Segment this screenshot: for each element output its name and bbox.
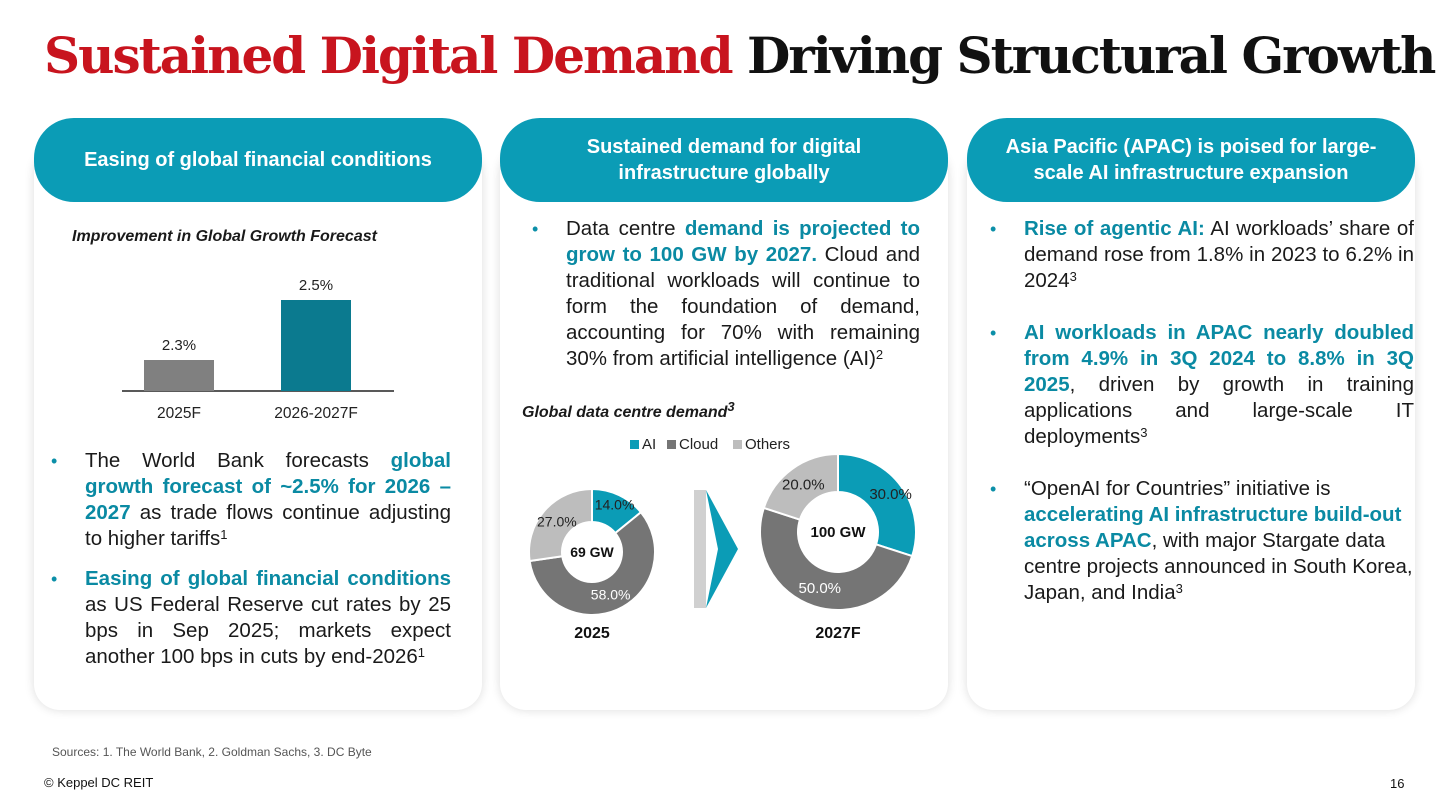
sources-note: Sources: 1. The World Bank, 2. Goldman S…	[52, 745, 372, 759]
donut-year-label: 2027F	[815, 625, 861, 642]
panel-header: Easing of global financial conditions	[34, 118, 482, 202]
footnote-ref: 3	[1069, 269, 1077, 284]
footnote-ref: 3	[727, 399, 735, 414]
bullet-text: as US Federal Reserve cut rates by 25 bp…	[85, 593, 451, 668]
page-number: 16	[1390, 776, 1405, 791]
footnote-ref: 3	[1140, 425, 1148, 440]
growth-bar-chart: 2.3% 2025F 2.5% 2026-2027F	[122, 277, 394, 422]
donut-slice-label: 20.0%	[782, 476, 825, 493]
donut-center-label: 69 GW	[570, 544, 614, 560]
bar-2025F	[144, 360, 214, 391]
bullet-icon: •	[532, 219, 539, 239]
page-title: Sustained Digital Demand Driving Structu…	[44, 26, 1436, 85]
bullet-item: • AI workloads in APAC nearly doubled fro…	[990, 320, 1414, 450]
legend-swatch-ai	[630, 440, 639, 449]
bullet-highlight: Rise of agentic AI:	[1024, 217, 1205, 240]
panel-apac-expansion: Asia Pacific (APAC) is poised for large-…	[967, 118, 1415, 710]
bullet-highlight: global growth forecast of ~2.5% for 2026…	[85, 449, 451, 524]
bullet-text: AI workloads’ share of demand rose from …	[1024, 217, 1415, 292]
arrow-shadow-icon	[694, 490, 706, 608]
legend-swatch-cloud	[667, 440, 676, 449]
bar-value-label: 2.5%	[299, 277, 333, 294]
bullet-text: Cloud and traditional workloads will con…	[566, 243, 920, 370]
panel1-bullets: • The World Bank forecasts global growth …	[51, 448, 451, 684]
title-black: Driving Structural Growth	[747, 26, 1436, 85]
donut-slice-others	[762, 452, 839, 521]
legend-label: AI	[642, 436, 656, 453]
bar-2026-2027F	[281, 300, 351, 391]
footnote-ref: 1	[220, 527, 228, 542]
legend-label: Others	[745, 436, 790, 453]
copyright: © Keppel DC REIT	[44, 775, 154, 790]
bullet-highlight: Easing of global financial conditions	[85, 567, 451, 590]
bullet-text: The World Bank forecasts	[85, 449, 391, 472]
bullet-text: , driven by growth in training applicati…	[1024, 373, 1414, 448]
panel-financial-conditions: Easing of global financial conditions Im…	[34, 118, 482, 710]
donut-slice-label: 58.0%	[591, 587, 631, 603]
donut-slice-ai	[837, 452, 917, 558]
bullet-highlight: accelerating AI infrastructure build-out…	[1024, 503, 1402, 552]
donut-slice-label: 27.0%	[537, 514, 577, 530]
bullet-icon: •	[51, 451, 58, 471]
panel-header: Asia Pacific (APAC) is poised for large-…	[967, 118, 1415, 202]
bullet-highlight: demand is projected to grow to 100 GW by…	[566, 217, 920, 266]
bullet-text: Data centre	[566, 217, 685, 240]
bullet-item: • “OpenAI for Countries” initiative is ac…	[990, 476, 1414, 606]
title-red: Sustained Digital Demand	[44, 26, 734, 85]
bullet-icon: •	[990, 479, 997, 499]
bar-category-label: 2026-2027F	[274, 405, 358, 422]
bullet-text: , with major Stargate data centre projec…	[1024, 529, 1413, 604]
donut-slice-label: 50.0%	[798, 580, 841, 597]
bar-chart-title: Improvement in Global Growth Forecast	[72, 228, 377, 245]
bullet-text: as trade flows continue adjusting to hig…	[85, 501, 451, 550]
bullet-icon: •	[990, 219, 997, 239]
footnote-ref: 3	[1175, 581, 1183, 596]
bar-value-label: 2.3%	[162, 337, 196, 354]
legend-swatch-others	[733, 440, 742, 449]
panel-body	[34, 148, 482, 710]
panel-body	[500, 148, 948, 710]
donut-slice-label: 30.0%	[869, 486, 912, 503]
bullet-item: • Rise of agentic AI: AI workloads’ share…	[990, 216, 1415, 294]
panel-header: Sustained demand for digital infrastruct…	[500, 118, 948, 202]
bullet-item: • Data centre demand is projected to grow…	[532, 216, 920, 372]
bullet-item: • Easing of global financial conditions a…	[51, 566, 451, 670]
panel-body	[967, 148, 1415, 710]
demand-donut-charts: AI Cloud Others 14.0% 58.0% 27.0% 69 GW 2025 30.…	[528, 436, 917, 642]
panel3-bullets: • Rise of agentic AI: AI workloads’ share…	[990, 216, 1415, 620]
panel2-bullets: • Data centre demand is projected to grow…	[532, 216, 920, 386]
bullet-icon: •	[51, 569, 58, 589]
donut-slice-others	[528, 487, 593, 563]
donut-chart-title: Global data centre demand3	[522, 400, 735, 422]
donut-slice-cloud	[528, 510, 656, 616]
donut-year-label: 2025	[574, 625, 610, 642]
bullet-highlight: AI workloads in APAC nearly doubled from…	[1024, 321, 1414, 396]
donut-slice-cloud	[759, 506, 914, 611]
bullet-icon: •	[990, 323, 997, 343]
panel-digital-demand: Sustained demand for digital infrastruct…	[500, 118, 948, 710]
legend-label: Cloud	[679, 436, 718, 453]
donut-slice-label: 14.0%	[595, 497, 635, 513]
bar-category-label: 2025F	[157, 405, 201, 422]
bullet-item: • The World Bank forecasts global growth …	[51, 448, 451, 552]
donut-chart-title-text: Global data centre demand	[522, 404, 728, 421]
donut-center-label: 100 GW	[810, 524, 866, 541]
footnote-ref: 2	[875, 347, 884, 362]
donut-2025: 14.0% 58.0% 27.0% 69 GW 2025	[528, 487, 656, 642]
bullet-text: “OpenAI for Countries” initiative is	[1024, 477, 1331, 500]
arrow-right-icon	[706, 490, 738, 608]
donut-2027F: 30.0% 50.0% 20.0% 100 GW 2027F	[759, 452, 917, 642]
footnote-ref: 1	[417, 645, 426, 660]
